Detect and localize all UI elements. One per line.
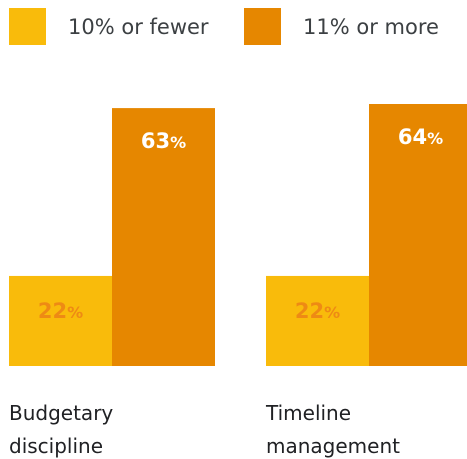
legend-label-11-or-more: 11% or more bbox=[303, 15, 439, 39]
value-label-budgetary-discipline-10-or-fewer: 22% bbox=[38, 299, 83, 323]
bar-timeline-management-11-or-more bbox=[369, 104, 467, 366]
category-labels: Budgetary discipline Timeline management bbox=[9, 401, 400, 458]
value-label-timeline-management-10-or-fewer: 22% bbox=[295, 299, 340, 323]
category-label-budgetary-discipline-line-1: Budgetary bbox=[9, 401, 113, 425]
legend-swatch-10-or-fewer bbox=[9, 8, 46, 45]
legend-label-10-or-fewer: 10% or fewer bbox=[68, 15, 209, 39]
bars-area bbox=[9, 104, 467, 366]
value-label-budgetary-discipline-11-or-more: 63% bbox=[141, 129, 186, 153]
category-label-timeline-management-line-1: Timeline bbox=[265, 401, 351, 425]
category-label-budgetary-discipline-line-2: discipline bbox=[9, 434, 103, 458]
bar-budgetary-discipline-11-or-more bbox=[112, 108, 215, 366]
chart-legend: 10% or fewer 11% or more bbox=[9, 8, 439, 45]
legend-swatch-11-or-more bbox=[244, 8, 281, 45]
category-label-timeline-management-line-2: management bbox=[266, 434, 400, 458]
value-label-timeline-management-11-or-more: 64% bbox=[398, 125, 443, 149]
bar-budgetary-discipline-10-or-fewer bbox=[9, 275, 112, 366]
bar-timeline-management-10-or-fewer bbox=[266, 275, 369, 366]
value-labels: 22% 63% 22% 64% bbox=[38, 125, 443, 323]
